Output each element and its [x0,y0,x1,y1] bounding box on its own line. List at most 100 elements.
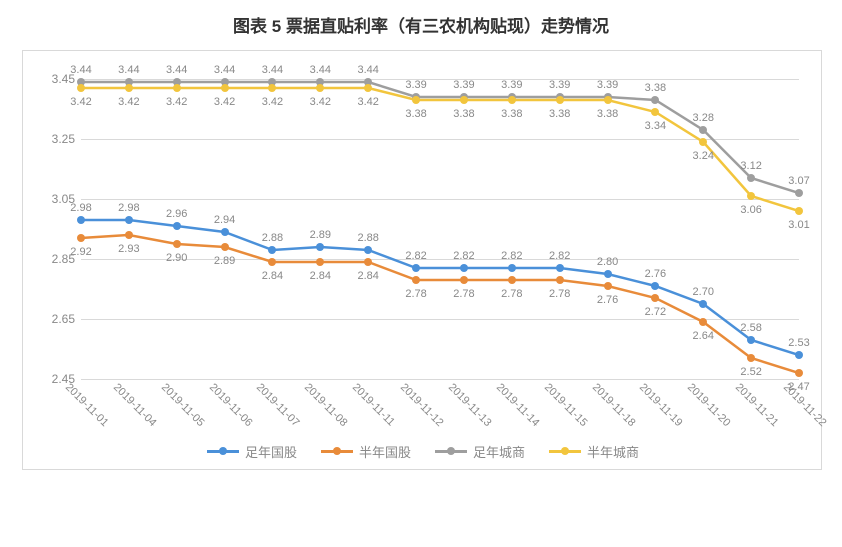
data-label: 2.82 [549,250,570,262]
data-label: 2.47 [788,381,809,393]
series-line-足年城商 [81,82,799,193]
x-axis-tick: 2019-11-18 [589,381,637,429]
data-label: 2.76 [597,294,618,306]
data-label: 3.42 [357,96,378,108]
data-marker [412,96,420,104]
data-label: 3.44 [357,64,378,76]
grid-line [81,379,799,380]
data-label: 2.80 [597,256,618,268]
data-marker [316,84,324,92]
data-marker [747,354,755,362]
data-label: 3.07 [788,175,809,187]
data-label: 2.93 [118,243,139,255]
data-marker [699,138,707,146]
data-marker [699,300,707,308]
legend-label: 足年国股 [245,442,297,461]
data-marker [77,234,85,242]
data-label: 2.53 [788,337,809,349]
x-axis-tick: 2019-11-06 [206,381,254,429]
data-marker [125,216,133,224]
data-marker [412,276,420,284]
data-label: 2.88 [262,232,283,244]
data-label: 3.42 [118,96,139,108]
x-axis-tick: 2019-11-11 [350,381,397,428]
data-label: 3.39 [501,79,522,91]
data-label: 3.42 [70,96,91,108]
data-label: 2.84 [310,270,331,282]
chart-area: 2.452.652.853.053.253.452019-11-012019-1… [22,50,822,470]
data-marker [77,84,85,92]
series-line-足年国股 [81,220,799,355]
series-line-半年国股 [81,235,799,373]
x-axis-tick: 2019-11-07 [254,381,302,429]
data-marker [268,84,276,92]
grid-line [81,319,799,320]
chart-title: 图表 5 票据直贴利率（有三农机构贴现）走势情况 [0,0,842,51]
data-marker [173,222,181,230]
data-label: 3.38 [453,108,474,120]
data-label: 3.44 [262,64,283,76]
data-label: 3.39 [453,79,474,91]
data-marker [508,96,516,104]
chart-container: 图表 5 票据直贴利率（有三农机构贴现）走势情况 2.452.652.853.0… [0,0,842,547]
legend-swatch [435,450,467,453]
data-label: 2.82 [405,250,426,262]
data-label: 3.38 [549,108,570,120]
data-marker [412,264,420,272]
data-marker [747,192,755,200]
data-marker [364,258,372,266]
legend-swatch [207,450,239,453]
series-lines [81,79,799,379]
data-label: 3.39 [597,79,618,91]
x-axis-tick: 2019-11-08 [302,381,350,429]
data-label: 3.12 [740,160,761,172]
data-marker [556,264,564,272]
data-marker [316,243,324,251]
data-label: 3.28 [693,112,714,124]
data-label: 2.89 [214,255,235,267]
data-marker [556,96,564,104]
y-axis-tick: 2.65 [39,312,75,326]
data-label: 3.42 [262,96,283,108]
data-label: 2.70 [693,286,714,298]
data-label: 2.76 [645,268,666,280]
data-label: 2.88 [357,232,378,244]
data-label: 3.44 [70,64,91,76]
data-label: 3.06 [740,204,761,216]
y-axis-tick: 3.25 [39,132,75,146]
data-marker [364,84,372,92]
legend-label: 半年城商 [587,442,639,461]
data-label: 3.24 [693,150,714,162]
x-axis-tick: 2019-11-13 [446,381,494,429]
data-label: 2.82 [501,250,522,262]
data-marker [221,243,229,251]
data-label: 2.89 [310,229,331,241]
x-axis-tick: 2019-11-14 [494,381,542,429]
data-marker [604,270,612,278]
data-label: 3.42 [310,96,331,108]
grid-line [81,199,799,200]
data-label: 2.98 [118,202,139,214]
series-line-半年城商 [81,88,799,211]
data-marker [508,276,516,284]
data-label: 2.96 [166,208,187,220]
data-label: 2.94 [214,214,235,226]
data-marker [604,282,612,290]
data-label: 2.84 [262,270,283,282]
data-marker [508,264,516,272]
data-marker [747,336,755,344]
data-marker [604,96,612,104]
data-label: 2.64 [693,330,714,342]
data-label: 3.01 [788,219,809,231]
data-label: 3.38 [405,108,426,120]
data-marker [651,108,659,116]
data-marker [77,216,85,224]
data-label: 2.78 [549,288,570,300]
legend-item: 半年城商 [549,442,639,461]
data-marker [364,246,372,254]
data-marker [316,258,324,266]
legend-swatch [321,450,353,453]
data-marker [747,174,755,182]
data-label: 2.82 [453,250,474,262]
data-label: 2.92 [70,246,91,258]
